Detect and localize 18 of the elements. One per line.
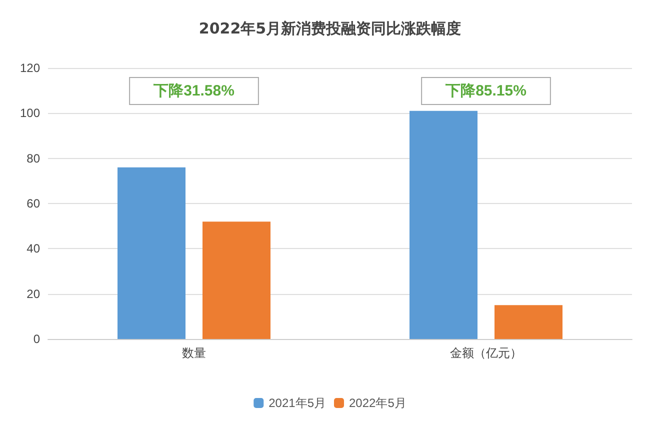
y-tick-label: 40: [26, 242, 40, 256]
y-tick-label: 120: [20, 61, 40, 75]
annotation: 下降85.15%: [444, 82, 526, 100]
bar: [202, 222, 270, 339]
legend-label: 2021年5月: [268, 396, 326, 410]
bar: [118, 167, 186, 339]
bar: [410, 110, 478, 339]
y-tick-label: 100: [20, 106, 40, 120]
y-tick-label: 20: [26, 286, 40, 301]
y-tick-label: 60: [26, 196, 40, 210]
annotation: 下降31.58%: [152, 82, 234, 100]
x-tick-label: 金额（亿元）: [450, 346, 522, 360]
y-tick-label: 80: [26, 151, 40, 166]
x-tick-label: 数量: [182, 346, 206, 360]
legend-label: 2022年5月: [349, 396, 406, 410]
chart-title: 2022年5月新消费投融资同比涨跌幅度: [198, 20, 462, 38]
y-tick-label: 0: [33, 332, 40, 346]
bar: [494, 305, 562, 339]
